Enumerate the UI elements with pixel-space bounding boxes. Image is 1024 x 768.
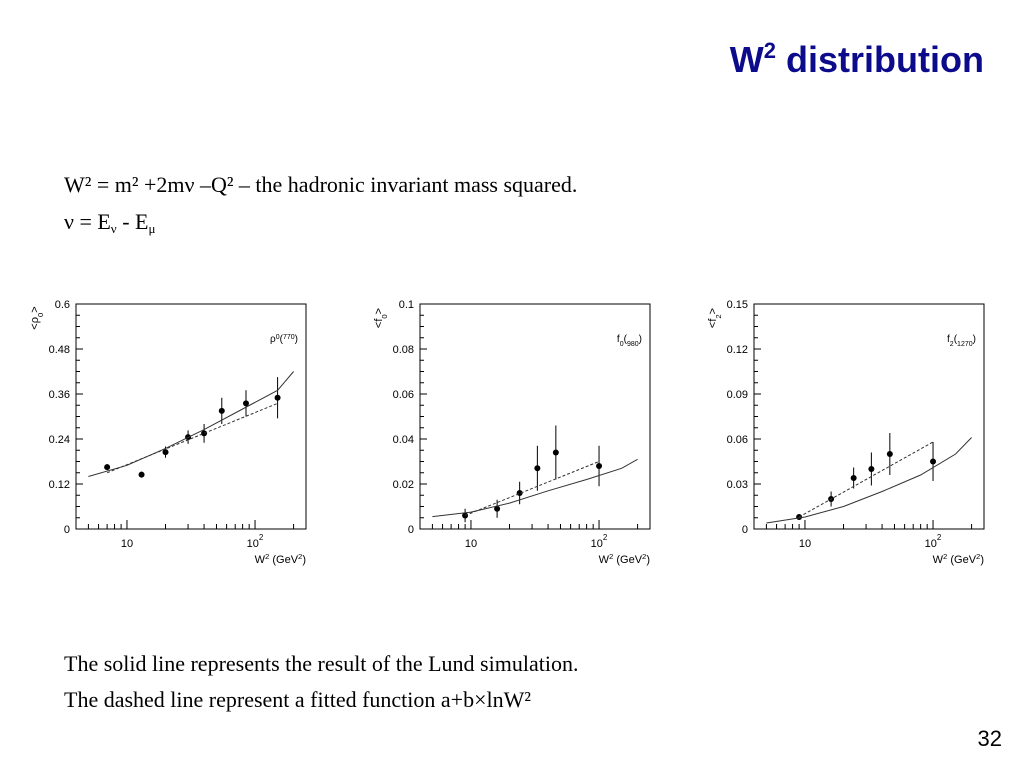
- data-point: [162, 449, 169, 456]
- rho-plot-svg: 0 0.12 0.24 0.36 0.48 0.6 10 102 W2 (GeV2) <ρ0> ρ0…: [29, 299, 307, 567]
- f2-plot: 0 0.03 0.06 0.09 0.12 0.15 10 102 W2 (GeV2) <f2> f…: [698, 292, 998, 582]
- y-tick-label: 0.6: [55, 299, 70, 311]
- y-tick-label: 0.12: [727, 344, 748, 356]
- y-tick-label: 0.08: [393, 344, 414, 356]
- data-point: [552, 449, 559, 456]
- y-tick-label: 0.03: [727, 479, 748, 491]
- f0-plot: 0 0.02 0.04 0.06 0.08 0.1 10 102 W2 (GeV2) <f0> f0…: [364, 292, 664, 582]
- data-point: [930, 458, 937, 465]
- data-point: [886, 451, 893, 457]
- fit-dashed-line: [464, 461, 600, 516]
- definition-text: W² = m² +2mν –Q² – the hadronic invarian…: [64, 172, 578, 197]
- data-point: [596, 463, 603, 469]
- solid-line-note: The solid line represents the result of …: [64, 651, 579, 676]
- y-tick-label: 0: [742, 524, 748, 536]
- data-point: [104, 464, 111, 471]
- data-point: [850, 475, 857, 481]
- slide-title: W2 distribution: [730, 38, 984, 81]
- y-tick-label: 0: [64, 524, 70, 536]
- lund-simulation-line: [766, 437, 972, 524]
- x-axis-label: W2 (GeV2): [599, 552, 650, 567]
- x-tick-label: 10: [799, 538, 811, 550]
- title-main: W: [729, 39, 764, 80]
- data-point: [201, 430, 208, 437]
- nu-lhs: ν = E: [64, 209, 111, 234]
- f2-plot-svg: 0 0.03 0.06 0.09 0.12 0.15 10 102 W2 (GeV2) <f2> f…: [707, 299, 985, 567]
- page-number: 32: [977, 726, 1002, 751]
- y-axis-label: <f0>: [373, 308, 389, 328]
- data-point: [494, 505, 501, 512]
- f0-plot-svg: 0 0.02 0.04 0.06 0.08 0.1 10 102 W2 (GeV2) <f0> f0…: [373, 299, 651, 567]
- lund-simulation-line: [88, 371, 294, 477]
- y-tick-label: 0.15: [727, 299, 748, 311]
- title-superscript: 2: [763, 38, 777, 63]
- y-tick-label: 0.06: [727, 434, 748, 446]
- fit-dashed-line: [106, 402, 278, 474]
- plot-annotation: f0(980): [617, 334, 642, 348]
- data-point: [218, 407, 225, 414]
- data-point: [868, 466, 875, 472]
- nu-definition: ν = Eν - Eμ: [64, 209, 155, 237]
- y-tick-label: 0.36: [49, 389, 70, 401]
- y-tick-label: 0.09: [727, 389, 748, 401]
- dashed-line-note: The dashed line represent a fitted funct…: [64, 687, 531, 712]
- y-tick-label: 0: [408, 524, 414, 536]
- x-tick-label: 102: [247, 533, 264, 550]
- x-tick-label: 102: [925, 533, 942, 550]
- title-rest: distribution: [776, 39, 984, 80]
- lund-simulation-line: [432, 458, 638, 518]
- y-tick-label: 0.24: [49, 434, 70, 446]
- mu-subscript: μ: [148, 221, 156, 236]
- data-point: [534, 465, 541, 472]
- fit-dashed-line: [798, 441, 934, 518]
- y-tick-label: 0.02: [393, 479, 414, 491]
- nu-subscript: ν: [110, 221, 117, 236]
- x-tick-label: 10: [465, 538, 477, 550]
- x-tick-label: 10: [121, 538, 133, 550]
- plot-annotation: f2(1270): [947, 334, 976, 348]
- y-tick-label: 0.48: [49, 344, 70, 356]
- y-axis-label: <f2>: [707, 308, 723, 328]
- y-tick-label: 0.04: [393, 434, 414, 446]
- y-axis-label: <ρ0>: [29, 306, 45, 329]
- y-tick-label: 0.06: [393, 389, 414, 401]
- y-tick-label: 0.1: [399, 299, 414, 311]
- rho-plot: 0 0.12 0.24 0.36 0.48 0.6 10 102 W2 (GeV2) <ρ0> ρ0…: [20, 292, 320, 582]
- nu-minus: - E: [116, 209, 149, 234]
- x-axis-label: W2 (GeV2): [933, 552, 984, 567]
- data-point: [138, 471, 145, 478]
- y-tick-label: 0.12: [49, 479, 70, 491]
- data-point: [242, 400, 249, 407]
- plot-annotation: ρ0(770): [270, 334, 298, 346]
- data-point: [274, 394, 281, 401]
- x-axis-label: W2 (GeV2): [255, 552, 306, 567]
- x-tick-label: 102: [591, 533, 608, 550]
